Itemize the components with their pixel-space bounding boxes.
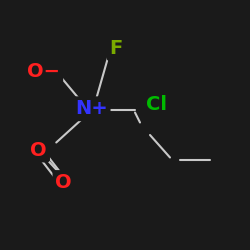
Text: F: F xyxy=(110,39,123,58)
Text: N+: N+ xyxy=(75,99,108,118)
Text: O: O xyxy=(30,140,47,160)
Text: Cl: Cl xyxy=(146,96,167,114)
Text: O−: O− xyxy=(27,62,60,81)
Text: O: O xyxy=(56,173,72,192)
